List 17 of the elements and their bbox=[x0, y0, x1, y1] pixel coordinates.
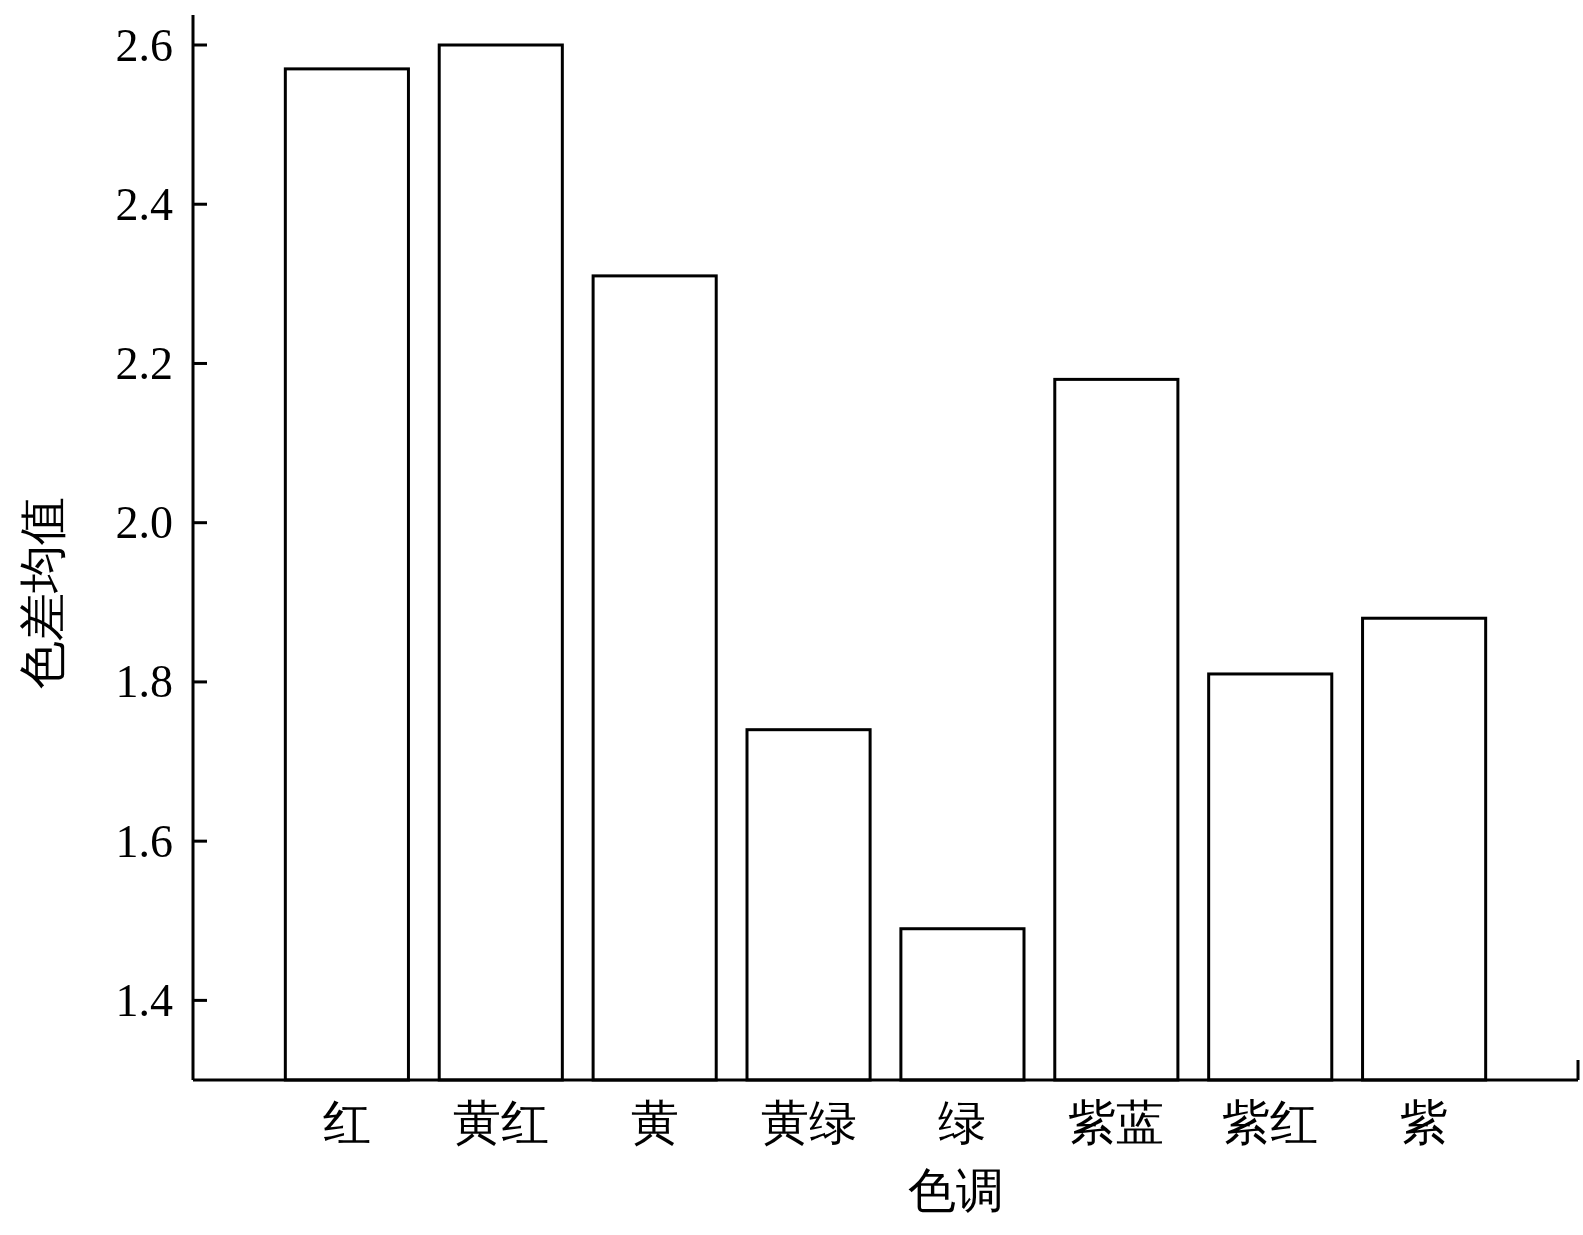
x-tick-label: 绿 bbox=[938, 1095, 987, 1149]
x-tick-label: 黄绿 bbox=[760, 1095, 857, 1149]
y-tick-label: 2.0 bbox=[115, 497, 173, 549]
x-tick-label: 紫蓝 bbox=[1068, 1095, 1165, 1149]
y-tick-label: 2.2 bbox=[115, 337, 173, 389]
y-tick-label: 2.4 bbox=[115, 178, 173, 230]
x-axis-title: 色调 bbox=[907, 1163, 1004, 1217]
x-tick-label: 红 bbox=[322, 1095, 371, 1149]
x-tick-label: 紫 bbox=[1400, 1095, 1449, 1149]
y-tick-label: 1.6 bbox=[115, 815, 173, 867]
y-tick-label: 1.4 bbox=[115, 974, 173, 1026]
y-tick-label: 1.8 bbox=[115, 656, 173, 708]
x-tick-label: 黄 bbox=[630, 1095, 679, 1149]
y-tick-label: 2.6 bbox=[115, 19, 173, 71]
y-axis-title: 色差均值 bbox=[15, 496, 69, 689]
x-tick-label: 紫红 bbox=[1222, 1095, 1319, 1149]
x-tick-label: 黄红 bbox=[452, 1095, 549, 1149]
